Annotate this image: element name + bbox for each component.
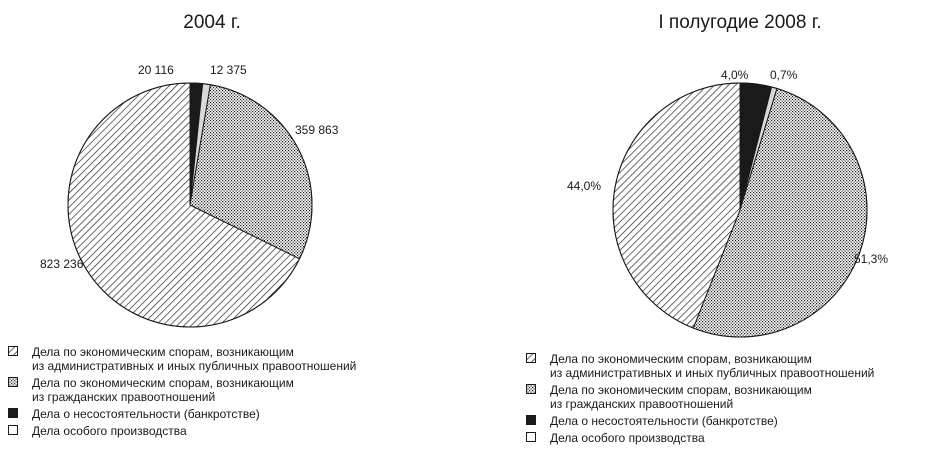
pie-outline — [67, 82, 313, 328]
chart-title-2004: 2004 г. — [183, 12, 240, 33]
data-label-special: 0,7% — [770, 68, 798, 82]
pie-outline — [612, 82, 868, 338]
legend-label: Дела особого производства — [32, 424, 187, 438]
data-label-bankruptcy: 4,0% — [721, 68, 749, 82]
legend-item-administrative: Дела по экономическим спорам, возникающи… — [8, 345, 356, 373]
legend-item-bankruptcy: Дела о несостоятельности (банкротстве) — [526, 414, 874, 428]
pie-chart-2008: 44,0% 51,3% 4,0% 0,7% — [567, 68, 888, 338]
solid-black-swatch-icon — [526, 415, 536, 425]
empty-swatch-icon — [526, 432, 536, 442]
dotted-hatch-swatch-icon — [526, 384, 536, 394]
legend-label: Дела по экономическим спорам, возникающи… — [32, 345, 357, 373]
legend-item-bankruptcy: Дела о несостоятельности (банкротстве) — [8, 407, 356, 421]
solid-black-swatch-icon — [8, 408, 18, 418]
pie-chart-2004: 823 236 359 863 20 116 12 375 — [40, 63, 339, 328]
legend-label: Дела по экономическим спорам, возникающи… — [550, 352, 875, 380]
data-label-administrative: 823 236 — [40, 257, 84, 271]
data-label-civil: 359 863 — [295, 123, 339, 137]
data-label-special: 12 375 — [210, 63, 247, 77]
legend-item-civil: Дела по экономическим спорам, возникающи… — [8, 376, 356, 404]
chart-title-2008: I полугодие 2008 г. — [658, 12, 821, 33]
diagonal-hatch-swatch-icon — [8, 346, 18, 356]
dotted-hatch-swatch-icon — [8, 377, 18, 387]
legend-label: Дела о несостоятельности (банкротстве) — [32, 407, 260, 421]
legend-item-administrative: Дела по экономическим спорам, возникающи… — [526, 352, 874, 380]
legend-label: Дела о несостоятельности (банкротстве) — [550, 414, 778, 428]
legend-label: Дела по экономическим спорам, возникающи… — [550, 383, 812, 411]
diagonal-hatch-swatch-icon — [526, 353, 536, 363]
data-label-civil: 51,3% — [854, 252, 888, 266]
legend-2004: Дела по экономическим спорам, возникающи… — [8, 345, 356, 441]
legend-item-special: Дела особого производства — [526, 431, 874, 445]
legend-item-civil: Дела по экономическим спорам, возникающи… — [526, 383, 874, 411]
empty-swatch-icon — [8, 425, 18, 435]
data-label-bankruptcy: 20 116 — [138, 63, 174, 77]
data-label-administrative: 44,0% — [567, 179, 601, 193]
legend-item-special: Дела особого производства — [8, 424, 356, 438]
legend-label: Дела по экономическим спорам, возникающи… — [32, 376, 294, 404]
legend-label: Дела особого производства — [550, 431, 705, 445]
legend-2008: Дела по экономическим спорам, возникающи… — [526, 352, 874, 448]
